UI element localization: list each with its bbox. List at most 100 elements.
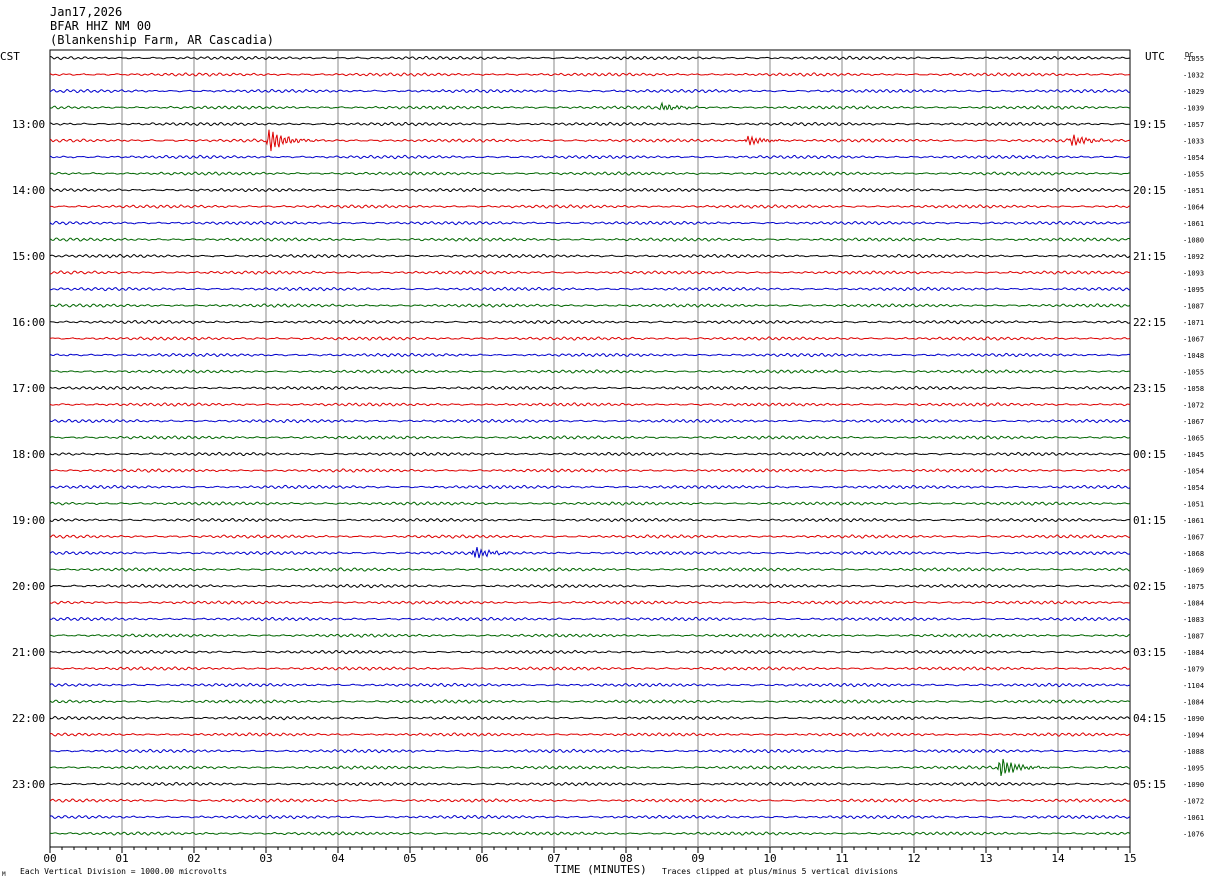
x-tick-label: 14 xyxy=(1051,852,1065,865)
trace-row xyxy=(49,204,1131,209)
dc-offset-label: -1064 xyxy=(1183,204,1204,212)
dc-offset-label: -1090 xyxy=(1183,715,1204,723)
trace-row xyxy=(49,600,1131,605)
dc-offset-label: -1051 xyxy=(1183,501,1204,509)
x-tick-label: 06 xyxy=(475,852,488,865)
x-tick-label: 01 xyxy=(115,852,128,865)
trace-row xyxy=(49,798,1131,803)
trace-row xyxy=(49,814,1131,820)
trace-row xyxy=(49,402,1131,407)
x-tick-label: 00 xyxy=(43,852,56,865)
cst-hour-label: 17:00 xyxy=(12,382,45,395)
trace-row xyxy=(49,253,1131,259)
trace-row xyxy=(49,468,1131,473)
header-station: BFAR HHZ NM 00 xyxy=(50,19,152,33)
dc-offset-label: -1084 xyxy=(1183,600,1204,608)
dc-offset-label: -1054 xyxy=(1183,154,1204,162)
utc-hour-label: 03:15 xyxy=(1133,646,1166,659)
trace-row xyxy=(49,129,1131,152)
trace-row xyxy=(49,88,1131,94)
trace-row xyxy=(49,72,1131,77)
cst-hour-label: 22:00 xyxy=(12,712,45,725)
trace-row xyxy=(49,633,1131,638)
trace-row xyxy=(49,418,1131,424)
x-tick-label: 07 xyxy=(547,852,560,865)
header-location: (Blankenship Farm, AR Cascadia) xyxy=(50,33,274,47)
cst-hour-label: 21:00 xyxy=(12,646,45,659)
dc-offset-label: -1068 xyxy=(1183,550,1204,558)
dc-header-label: DC xyxy=(1185,51,1193,59)
trace-row xyxy=(49,732,1131,737)
utc-hour-label: 00:15 xyxy=(1133,448,1166,461)
trace-row xyxy=(49,666,1131,671)
trace-row xyxy=(49,547,1131,559)
utc-hour-label: 22:15 xyxy=(1133,316,1166,329)
dc-offset-label: -1069 xyxy=(1183,567,1204,575)
dc-offset-label: -1039 xyxy=(1183,105,1204,113)
x-tick-label: 08 xyxy=(619,852,632,865)
dc-offset-label: -1054 xyxy=(1183,484,1204,492)
dc-offset-label: -1061 xyxy=(1183,220,1204,228)
utc-hour-label: 04:15 xyxy=(1133,712,1166,725)
x-tick-label: 15 xyxy=(1123,852,1136,865)
trace-row xyxy=(49,534,1131,539)
dc-offset-label: -1061 xyxy=(1183,517,1204,525)
corner-mark: M xyxy=(2,871,6,878)
trace-row xyxy=(49,616,1131,622)
dc-offset-label: -1090 xyxy=(1183,781,1204,789)
dc-offset-label: -1065 xyxy=(1183,435,1204,443)
cst-hour-label: 19:00 xyxy=(12,514,45,527)
x-tick-label: 05 xyxy=(403,852,416,865)
dc-offset-label: -1087 xyxy=(1183,303,1204,311)
trace-row xyxy=(49,385,1131,391)
dc-offset-label: -1071 xyxy=(1183,319,1204,327)
dc-offset-label: -1083 xyxy=(1183,616,1204,624)
header-date: Jan17,2026 xyxy=(50,5,123,19)
x-tick-label: 13 xyxy=(979,852,992,865)
x-tick-label: 03 xyxy=(259,852,272,865)
dc-offset-label: -1057 xyxy=(1183,121,1204,129)
utc-hour-label: 01:15 xyxy=(1133,514,1166,527)
x-tick-label: 10 xyxy=(763,852,776,865)
x-tick-label: 09 xyxy=(691,852,704,865)
trace-row xyxy=(49,220,1131,226)
dc-offset-label: -1104 xyxy=(1183,682,1204,690)
dc-offset-label: -1029 xyxy=(1183,88,1204,96)
dc-offset-label: -1095 xyxy=(1183,765,1204,773)
dc-offset-label: -1075 xyxy=(1183,583,1204,591)
utc-hour-label: 23:15 xyxy=(1133,382,1166,395)
dc-offset-label: -1055 xyxy=(1183,369,1204,377)
trace-row xyxy=(49,699,1131,704)
trace-row xyxy=(49,649,1131,655)
trace-row xyxy=(49,237,1131,242)
cst-zone-label: CST xyxy=(0,50,20,63)
x-tick-label: 02 xyxy=(187,852,200,865)
trace-row xyxy=(49,121,1131,127)
trace-row xyxy=(49,187,1131,193)
trace-row xyxy=(49,270,1131,275)
dc-offset-label: -1084 xyxy=(1183,699,1204,707)
dc-offset-label: -1058 xyxy=(1183,385,1204,393)
utc-hour-label: 19:15 xyxy=(1133,118,1166,131)
dc-offset-label: -1067 xyxy=(1183,418,1204,426)
trace-row xyxy=(49,55,1131,61)
trace-row xyxy=(49,501,1131,506)
dc-offset-label: -1093 xyxy=(1183,270,1204,278)
dc-offset-label: -1084 xyxy=(1183,649,1204,657)
dc-offset-label: -1076 xyxy=(1183,831,1204,839)
utc-hour-label: 21:15 xyxy=(1133,250,1166,263)
dc-offset-label: -1061 xyxy=(1183,814,1204,822)
trace-row xyxy=(49,101,1131,111)
x-tick-label: 11 xyxy=(835,852,848,865)
trace-row xyxy=(49,435,1131,440)
trace-row xyxy=(49,451,1131,457)
trace-row xyxy=(49,352,1131,358)
dc-offset-label: -1088 xyxy=(1183,748,1204,756)
cst-hour-label: 13:00 xyxy=(12,118,45,131)
x-tick-label: 04 xyxy=(331,852,345,865)
dc-offset-label: -1048 xyxy=(1183,352,1204,360)
dc-offset-label: -1072 xyxy=(1183,402,1204,410)
dc-offset-label: -1054 xyxy=(1183,468,1204,476)
trace-row xyxy=(49,336,1131,341)
cst-hour-label: 14:00 xyxy=(12,184,45,197)
